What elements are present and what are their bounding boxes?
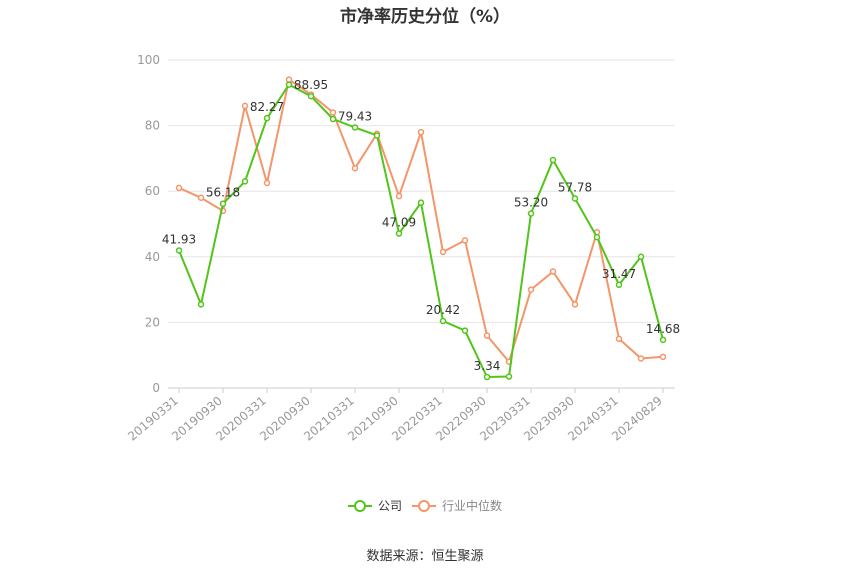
data-point [439, 317, 447, 325]
data-point [615, 281, 623, 289]
data-point [241, 178, 249, 185]
y-tick-label: 0 [152, 381, 160, 395]
series-layer [175, 76, 667, 381]
series-line-industry-median [178, 78, 664, 363]
legend-marker [418, 500, 430, 512]
data-point [175, 247, 183, 254]
data-point [593, 233, 601, 241]
data-point [197, 301, 205, 308]
data-point [417, 199, 425, 206]
data-point [197, 194, 205, 202]
data-point [571, 301, 579, 308]
data-point [549, 268, 557, 275]
y-tick-label: 20 [145, 315, 160, 329]
data-label: 20.42 [426, 303, 460, 317]
legend-item-company[interactable]: 公司 [348, 499, 402, 513]
data-point [307, 92, 315, 100]
data-point [615, 335, 623, 343]
data-point [483, 373, 491, 381]
data-point [285, 81, 293, 88]
data-label: 88.95 [294, 78, 328, 92]
data-point [461, 327, 469, 334]
data-label: 41.93 [162, 232, 196, 246]
data-point [263, 179, 271, 187]
y-tick-label: 60 [145, 184, 160, 198]
data-label: 56.18 [206, 186, 240, 200]
data-point [527, 210, 535, 217]
legend-marker [354, 500, 366, 512]
data-point [351, 124, 359, 131]
data-point [329, 109, 337, 116]
data-point [505, 373, 513, 380]
data-point [417, 128, 425, 136]
data-point [571, 195, 579, 202]
source-note: 数据来源：恒生聚源 [366, 549, 484, 564]
data-label: 82.27 [250, 100, 284, 114]
data-point [461, 237, 469, 244]
data-point [263, 114, 271, 122]
data-point [527, 286, 535, 293]
data-label: 57.78 [558, 180, 592, 194]
data-point [483, 332, 491, 339]
data-point [637, 253, 645, 261]
data-point [659, 353, 667, 361]
data-label: 31.47 [602, 267, 636, 281]
legend-label: 行业中位数 [442, 498, 502, 513]
data-label: 14.68 [646, 322, 680, 336]
data-label: 79.43 [338, 109, 372, 123]
y-tick-label: 80 [145, 119, 160, 133]
data-label: 3.34 [474, 359, 501, 373]
legend[interactable]: 公司 行业中位数 [348, 498, 502, 513]
y-tick-label: 40 [145, 250, 160, 264]
data-point [329, 115, 337, 123]
grid-layer [168, 59, 675, 323]
data-point [395, 230, 403, 237]
data-label: 53.20 [514, 196, 548, 210]
label-layer: 41.93 56.18 82.27 88.95 79.43 47.09 20.42 3.34 5… [162, 78, 680, 373]
legend-item-industry-median[interactable]: 行业中位数 [412, 498, 502, 513]
data-label: 47.09 [382, 216, 416, 230]
data-point [395, 192, 403, 200]
data-point [219, 200, 227, 207]
data-point [241, 102, 249, 110]
data-point [637, 355, 645, 362]
y-tick-label: 100 [137, 53, 160, 67]
chart-title: 市净率历史分位（%） [339, 7, 511, 27]
data-point [549, 156, 557, 164]
data-point [659, 336, 667, 344]
data-point [373, 132, 381, 139]
data-point [439, 248, 447, 256]
data-point [351, 164, 359, 172]
data-point [175, 184, 183, 192]
legend-label: 公司 [378, 499, 402, 513]
